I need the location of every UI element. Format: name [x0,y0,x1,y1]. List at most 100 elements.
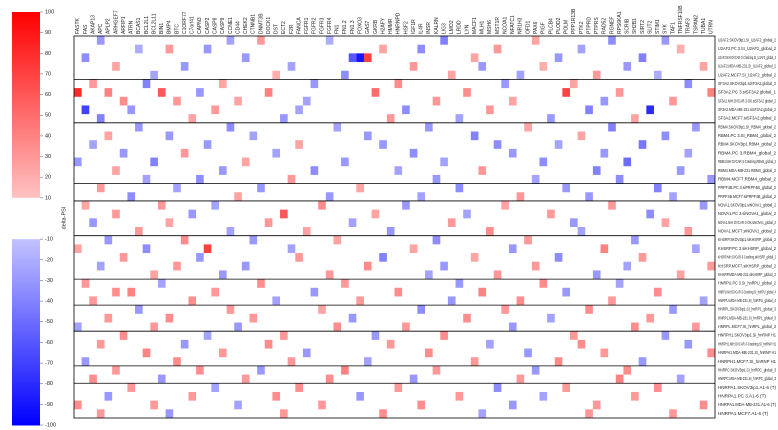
colorbar-swatch [12,177,40,180]
colorbar-tick-label: -30 [45,278,53,284]
heatmap-cell [585,305,593,314]
colorbar-tick-label: -80 [45,381,53,387]
colorbar-swatch [12,391,40,395]
heatmap-cell [89,296,97,306]
heatmap-cell [333,122,342,132]
heatmap-cell [676,374,685,384]
colorbar-swatch [12,28,40,32]
column-label: STIM1 [655,19,661,34]
heatmap-cell [394,287,403,297]
heatmap-cell [325,270,334,280]
colorbar-tick-label: -10 [45,237,53,243]
column-label: MLH1 [480,20,486,34]
heatmap-cell [74,244,82,254]
row-label: RBM4.MDA-MB-231.RBM4_global_2 [718,168,776,173]
row-label: KHSRP.MCF7.siKHSRP_global_2 [718,263,776,268]
heatmap-cell [89,140,97,149]
colorbar-swatch [12,340,40,343]
heatmap-cell [310,79,319,89]
heatmap-cell [211,200,219,210]
column-label: F2R [289,24,295,34]
colorbar-swatch [12,84,40,87]
colorbar-swatch [12,119,40,122]
colorbar-swatch [12,385,40,389]
column-label: SYK [663,23,669,34]
colorbar-swatch [12,342,40,345]
colorbar-swatch [12,422,40,426]
row-label: SF3A2.NIH:OVCAR-3-OK.siSF3A2 global_2 [718,98,776,103]
column-label: ARFIP1 [121,16,127,34]
heatmap-cell [196,174,204,184]
colorbar-swatch [12,12,40,15]
column-label: RAD52 [602,18,608,34]
heatmap-cell [356,391,364,401]
heatmap-cell [692,322,700,332]
colorbar-swatch [12,106,40,110]
heatmap-cell [707,348,715,358]
heatmap-cell [333,322,342,332]
heatmap-cell [302,96,311,106]
colorbar-swatch [12,360,40,364]
colorbar-swatch [12,352,40,356]
colorbar-swatch [12,367,40,370]
heatmap-cell [623,261,632,271]
heatmap-cell [554,253,563,262]
colorbar-swatch [12,363,40,366]
colorbar-swatch [12,117,40,120]
row-label: HNRPH1.SKOV3ip1.SI_hnRNP H1 [718,333,776,338]
row-label: SF3A2.MDA-MB-231.siSF3A2.global_2 [718,107,776,112]
heatmap-cell [692,122,700,132]
colorbar-swatch [12,379,40,383]
heatmap-cell [493,44,502,54]
heatmap-cell [218,270,227,280]
colorbar-swatch [12,288,40,292]
colorbar-swatch [12,243,40,246]
colorbar-swatch [12,224,40,228]
colorbar-tick-label: -40 [45,299,53,305]
row-label: U2AF2.NIH:OVCAR-3-Crashing.SI_U2AF2_glob… [718,55,776,60]
heatmap-cell [562,287,571,297]
row-label: NOVA1.MCF7.siNOVA1_global_2 [718,229,776,234]
heatmap-cell [402,200,410,210]
colorbar-swatch [12,47,40,50]
colorbar-swatch [12,212,40,215]
heatmap-cell [562,383,571,392]
heatmap-cell [203,331,212,340]
column-label: C7orf41 [190,16,196,34]
heatmap-cell [371,88,380,97]
colorbar-swatch [12,201,40,205]
row-label: RBM4.SKOV3ip1.RBM4_global_2 [718,142,776,147]
colorbar-swatch [12,255,40,259]
colorbar-swatch [12,94,40,98]
heatmap-cell [455,391,464,401]
colorbar-swatch [12,32,40,36]
colorbar-swatch [12,272,40,275]
colorbar-swatch [12,38,40,42]
heatmap-cell [165,313,174,323]
column-label: H2AFY [380,17,386,34]
colorbar-swatch [12,76,40,79]
row-label: HNRPL.MDA-MB-231.SI_hnRPL_global_3 [718,315,776,320]
heatmap-cell [356,183,364,193]
row-label: NOVA1.SKOV3ip1.siNOVA1_global_2 [718,203,776,208]
row-label: PRPF4B.PC 3.siPRPF4B_global_2 [718,185,776,190]
colorbar-swatch [12,387,40,391]
heatmap-cell [74,88,82,97]
colorbar-swatch [12,55,40,58]
heatmap-cell [341,70,349,80]
heatmap-cell [508,148,517,158]
column-label: CAPN3 [197,17,203,34]
colorbar-swatch [12,418,40,422]
heatmap-cell [570,218,578,227]
heatmap-cell [508,400,517,410]
column-label: ATRN [129,20,135,34]
column-label: TUBA1 [701,18,707,34]
heatmap-cell [218,166,227,175]
row-label: HNRPC.MDA-MB-231.SI_hnRPC_global_3 [718,376,776,381]
heatmap-cell [188,209,197,219]
heatmap-cell [684,79,693,89]
heatmap-cell [676,44,685,54]
heatmap-cell [707,88,715,97]
heatmap-cell [577,131,586,141]
